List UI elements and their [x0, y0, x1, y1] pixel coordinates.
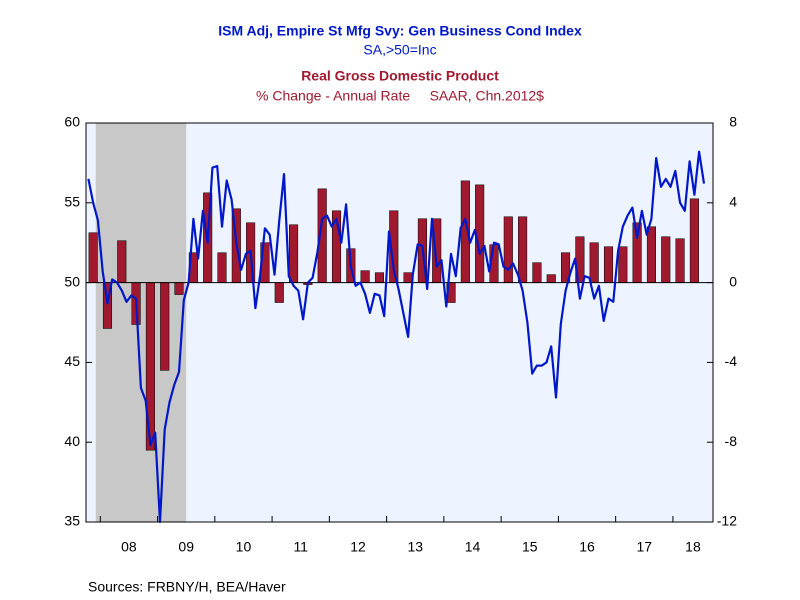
bar	[618, 246, 628, 283]
bar	[88, 232, 98, 283]
plot-area	[86, 123, 713, 522]
bar	[117, 240, 127, 283]
bar	[589, 242, 599, 283]
bar	[503, 216, 513, 283]
x-tick-label: 18	[685, 539, 701, 555]
y-tick-label: 35	[64, 513, 80, 529]
plot-frame	[85, 122, 714, 523]
source-note: Sources: FRBNY/H, BEA/Haver	[88, 579, 286, 595]
x-tick-label: 15	[522, 539, 538, 555]
chart-title: ISM Adj, Empire St Mfg Svy: Gen Business…	[218, 23, 582, 39]
line	[87, 150, 706, 524]
x-tick-label: 14	[465, 539, 481, 555]
y2-tick-label: 0	[729, 273, 737, 289]
y-tick-label: 40	[64, 433, 80, 449]
x-tick-label: 12	[350, 539, 366, 555]
bar	[546, 274, 556, 283]
bar	[160, 282, 170, 371]
bar	[174, 282, 184, 295]
x-tick-label: 11	[293, 539, 308, 555]
y2-tick-label: -4	[725, 353, 738, 369]
bar	[661, 236, 671, 283]
x-tick-label: 09	[178, 539, 194, 555]
bar	[274, 282, 284, 303]
chart-title-2: Real Gross Domestic Product	[301, 68, 499, 84]
bar	[518, 216, 528, 283]
x-tick-label: 10	[236, 539, 252, 555]
bar	[374, 272, 385, 283]
bar	[603, 246, 614, 283]
bar	[646, 226, 656, 283]
y2-tick-label: -8	[725, 433, 738, 449]
chart-subtitle-2: % Change - Annual Rate SAAR, Chn.2012$	[256, 88, 544, 104]
bar	[532, 262, 542, 283]
bar	[675, 238, 685, 283]
bar	[217, 252, 227, 283]
bar	[360, 270, 370, 283]
y2-tick-label: -12	[717, 513, 737, 529]
y-tick-label: 45	[64, 353, 80, 369]
bar	[289, 224, 299, 283]
y2-tick-label: 8	[729, 114, 737, 130]
x-tick-label: 16	[579, 539, 595, 555]
y2-tick-label: 4	[729, 194, 737, 210]
x-tick-label: 08	[121, 539, 137, 555]
y-tick-label: 55	[64, 194, 80, 210]
y-tick-label: 60	[64, 114, 80, 130]
bar	[689, 198, 699, 283]
chart-subtitle: SA,>50=Inc	[363, 42, 436, 58]
x-tick-label: 13	[407, 539, 423, 555]
x-tick-label: 17	[636, 539, 652, 555]
bar	[403, 272, 413, 283]
y-tick-label: 50	[64, 273, 80, 289]
